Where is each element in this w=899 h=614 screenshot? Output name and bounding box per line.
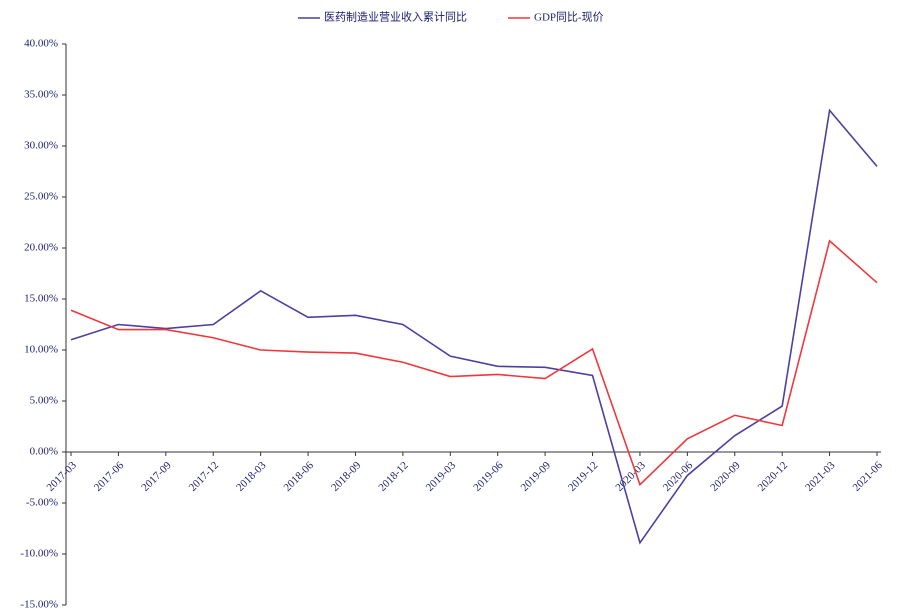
x-tick-label: 2017-12 bbox=[187, 459, 221, 493]
y-tick-label: 10.00% bbox=[24, 344, 58, 356]
x-tick-label: 2017-03 bbox=[44, 459, 79, 494]
y-tick-label: 25.00% bbox=[24, 191, 58, 203]
y-tick-label: -10.00% bbox=[20, 548, 58, 560]
y-tick-label: 15.00% bbox=[24, 293, 58, 305]
x-tick-label: 2019-03 bbox=[424, 459, 459, 494]
x-tick-label: 2020-03 bbox=[613, 459, 648, 494]
legend-label: 医药制造业营业收入累计同比 bbox=[324, 10, 467, 24]
x-tick-label: 2018-12 bbox=[376, 459, 410, 493]
x-tick-label: 2020-09 bbox=[708, 459, 743, 494]
x-tick-label: 2018-03 bbox=[234, 459, 269, 494]
x-tick-label: 2018-09 bbox=[329, 459, 364, 494]
y-tick-label: 30.00% bbox=[24, 140, 58, 152]
y-tick-label: -5.00% bbox=[26, 497, 58, 509]
y-tick-label: -15.00% bbox=[20, 599, 58, 611]
legend-label: GDP同比-现价 bbox=[534, 11, 604, 24]
x-tick-label: 2019-09 bbox=[519, 459, 554, 494]
x-tick-label: 2021-06 bbox=[850, 459, 885, 494]
x-tick-label: 2017-09 bbox=[139, 459, 174, 494]
series-line bbox=[70, 239, 878, 487]
series-line bbox=[70, 108, 878, 545]
x-tick-label: 2019-06 bbox=[471, 459, 506, 494]
x-tick-label: 2020-12 bbox=[756, 459, 790, 493]
x-tick-label: 2017-06 bbox=[92, 459, 127, 494]
x-tick-label: 2018-06 bbox=[282, 459, 317, 494]
y-tick-label: 20.00% bbox=[24, 242, 58, 254]
y-tick-label: 40.00% bbox=[24, 38, 58, 50]
y-tick-label: 0.00% bbox=[30, 446, 58, 458]
y-tick-label: 35.00% bbox=[24, 89, 58, 101]
x-tick-label: 2019-12 bbox=[566, 459, 600, 493]
y-tick-label: 5.00% bbox=[30, 395, 58, 407]
x-tick-label: 2021-03 bbox=[803, 459, 838, 494]
